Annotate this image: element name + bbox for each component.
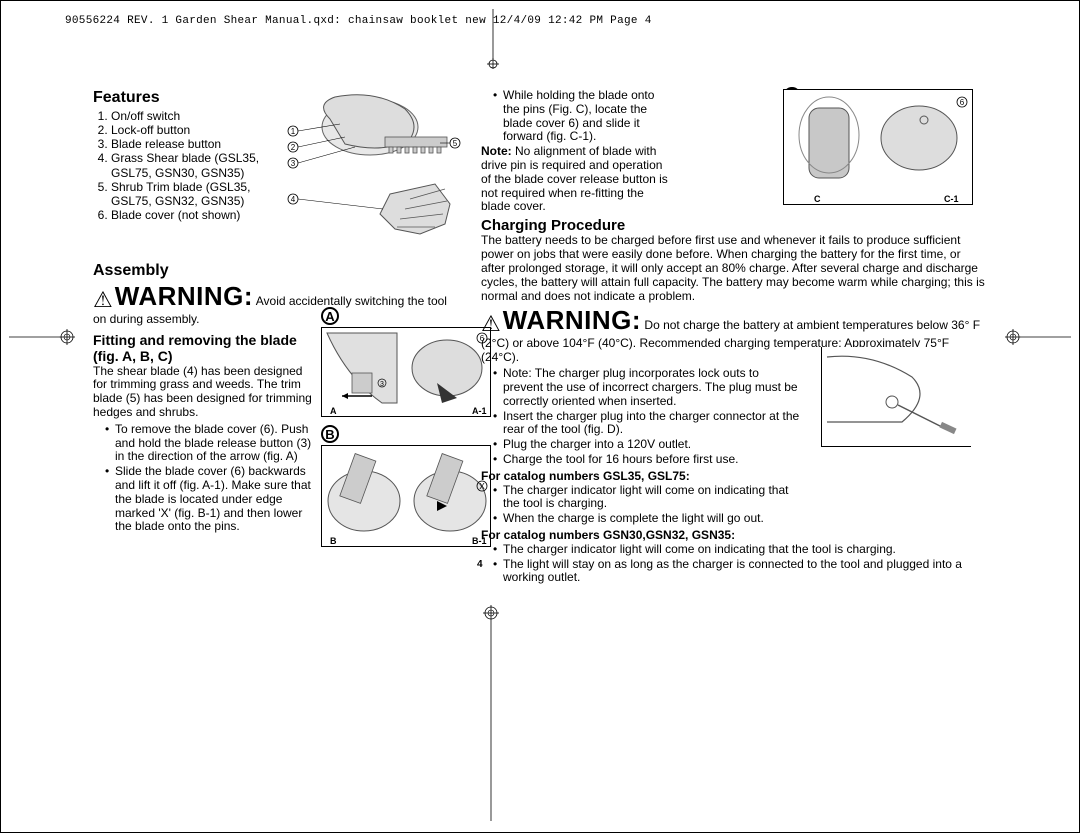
charging-para: The battery needs to be charged before f… <box>481 234 987 303</box>
holding-bullet: •While holding the blade onto the pins (… <box>481 89 671 144</box>
catalog-a-label: For catalog numbers GSL35, GSL75: <box>481 470 987 484</box>
bullet-dot: • <box>493 512 503 526</box>
features-list: On/off switch Lock-off button Blade rele… <box>93 109 283 222</box>
svg-text:5: 5 <box>453 139 458 148</box>
features-block: Features On/off switch Lock-off button B… <box>93 89 283 222</box>
svg-text:A: A <box>330 406 337 416</box>
crop-mark-top <box>473 9 513 69</box>
svg-text:4: 4 <box>291 195 296 204</box>
svg-text:B: B <box>330 536 337 546</box>
catalog-b-label: For catalog numbers GSN30,GSN32, GSN35: <box>481 529 987 543</box>
warning-triangle-icon: ⚠ <box>93 287 113 312</box>
figure-a-label: A <box>321 307 339 326</box>
svg-text:3: 3 <box>291 159 296 168</box>
figure-b-box: B B-1 X <box>321 445 491 547</box>
left-column: Features On/off switch Lock-off button B… <box>93 89 463 559</box>
feature-item: Shrub Trim blade (GSL35, GSL75, GSN32, G… <box>111 180 283 208</box>
feature-item: Blade release button <box>111 137 283 151</box>
bullet-text: Charge the tool for 16 hours before firs… <box>503 453 801 467</box>
note-label: Note: <box>481 144 512 158</box>
right-top-text: •While holding the blade onto the pins (… <box>481 89 671 214</box>
svg-text:1: 1 <box>291 127 296 136</box>
bullet-dot: • <box>105 423 115 464</box>
charging-heading: Charging Procedure <box>481 217 987 234</box>
bullet-dot: • <box>493 438 503 452</box>
fitting-heading: Fitting and removing the blade (fig. A, … <box>93 332 313 364</box>
warning-triangle-icon: ⚠ <box>481 311 501 336</box>
figure-a-box: A A-1 6 3 <box>321 327 491 417</box>
bullet-text: To remove the blade cover (6). Push and … <box>115 423 313 464</box>
bullet-text: Note: The charger plug incorporates lock… <box>503 367 801 408</box>
assembly-heading: Assembly <box>93 262 463 280</box>
crop-mark-bottom <box>471 601 511 821</box>
bullet-dot: • <box>493 89 503 144</box>
bullet-text: The charger indicator light will come on… <box>503 484 801 512</box>
figure-d-box <box>821 347 971 447</box>
bullet-dot: • <box>493 558 503 586</box>
page-content: Features On/off switch Lock-off button B… <box>93 89 987 559</box>
charging-bullets-a: •Note: The charger plug incorporates loc… <box>481 367 801 467</box>
svg-text:C-1: C-1 <box>944 194 959 204</box>
warning-label: WARNING: <box>503 305 641 335</box>
feature-item: Blade cover (not shown) <box>111 208 283 222</box>
feature-item: On/off switch <box>111 109 283 123</box>
charging-bullets-b2: •When the charge is complete the light w… <box>481 512 987 526</box>
figure-c-box: C C-1 6 <box>783 89 973 205</box>
svg-text:6: 6 <box>960 98 965 107</box>
bullet-dot: • <box>493 453 503 467</box>
charging-bullets-b: •The charger indicator light will come o… <box>481 484 801 512</box>
page-border: 90556224 REV. 1 Garden Shear Manual.qxd:… <box>0 0 1080 833</box>
bullet-dot: • <box>105 465 115 534</box>
svg-text:C: C <box>814 194 821 204</box>
fitting-para: The shear blade (4) has been designed fo… <box>93 365 313 420</box>
charging-bullets-c: •The charger indicator light will come o… <box>481 543 987 585</box>
features-heading: Features <box>93 89 283 107</box>
svg-text:3: 3 <box>380 381 384 388</box>
assembly-warning: ⚠WARNING: Avoid accidentally switching t… <box>93 282 463 326</box>
feature-item: Grass Shear blade (GSL35, GSL75, GSN30, … <box>111 151 283 179</box>
bullet-text: Plug the charger into a 120V outlet. <box>503 438 801 452</box>
svg-text:2: 2 <box>291 143 296 152</box>
bullet-dot: • <box>493 410 503 438</box>
fitting-bullets: •To remove the blade cover (6). Push and… <box>93 423 313 534</box>
feature-item: Lock-off button <box>111 123 283 137</box>
note-block: Note: No alignment of blade with drive p… <box>481 145 671 214</box>
crop-mark-left <box>9 317 79 357</box>
bullet-text: Slide the blade cover (6) backwards and … <box>115 465 313 534</box>
bullet-dot: • <box>493 367 503 408</box>
right-column: C C C-1 6 •While holding the blade onto … <box>481 89 987 559</box>
bullet-text: The light will stay on as long as the ch… <box>503 558 987 586</box>
bullet-dot: • <box>493 484 503 512</box>
bullet-text: While holding the blade onto the pins (F… <box>503 89 671 144</box>
bullet-text: When the charge is complete the light wi… <box>503 512 987 526</box>
header-metadata: 90556224 REV. 1 Garden Shear Manual.qxd:… <box>65 15 652 27</box>
crop-mark-right <box>1001 317 1071 357</box>
features-diagram: 1 2 3 4 5 <box>285 89 465 244</box>
bullet-dot: • <box>493 543 503 557</box>
warning-label: WARNING: <box>115 281 253 311</box>
fitting-block: Fitting and removing the blade (fig. A, … <box>93 332 313 534</box>
bullet-text: The charger indicator light will come on… <box>503 543 987 557</box>
page-number: 4 <box>477 559 483 570</box>
bullet-text: Insert the charger plug into the charger… <box>503 410 801 438</box>
figure-b-label: B <box>321 425 339 444</box>
